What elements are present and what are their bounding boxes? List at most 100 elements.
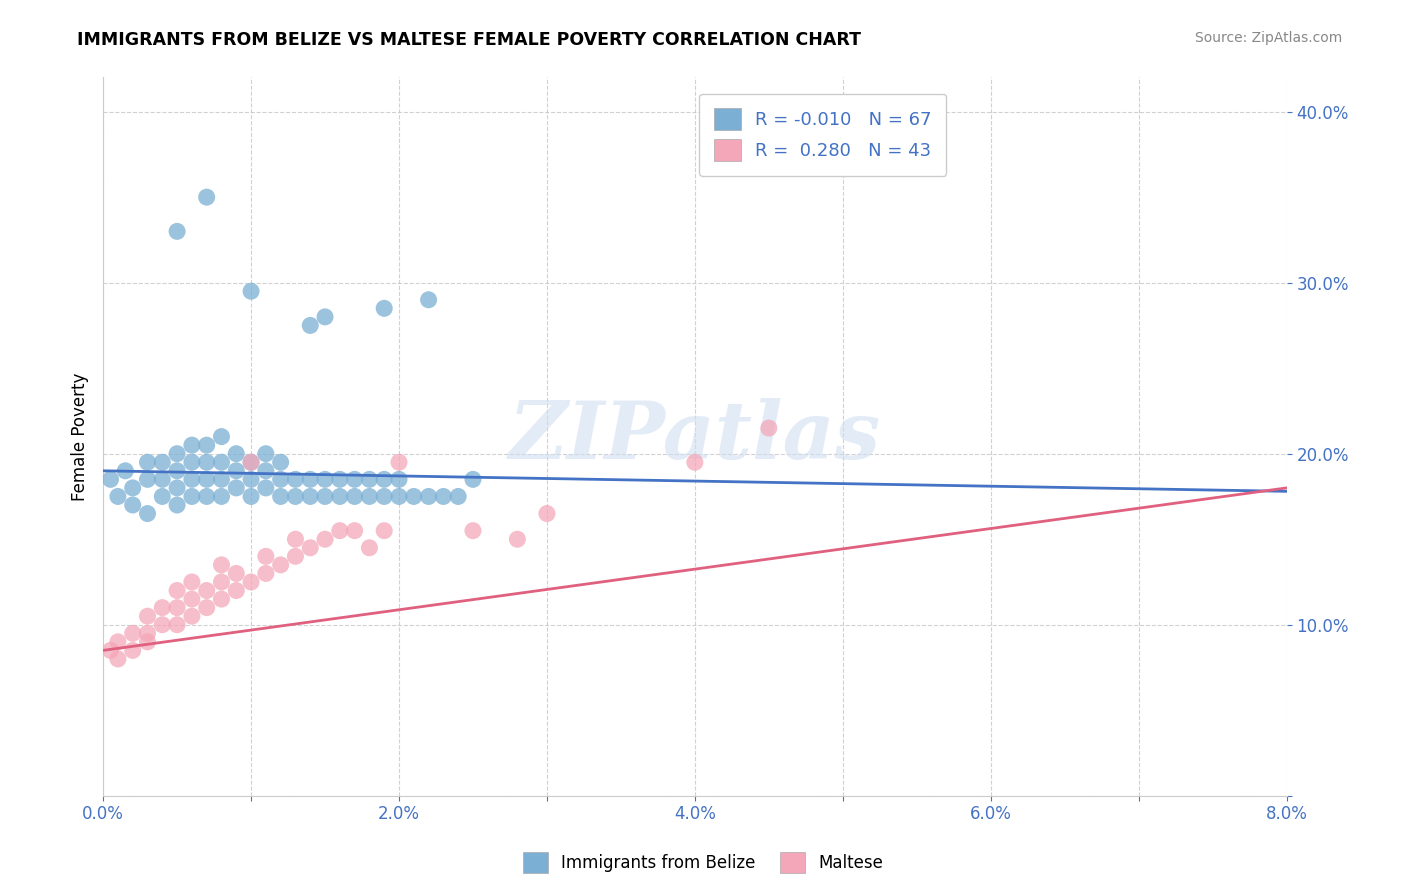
Point [343,472,366,486]
Point [180,438,202,452]
Point [166,447,188,461]
Point [195,472,218,486]
Point [166,464,188,478]
Point [343,524,366,538]
Point [195,455,218,469]
Point [314,533,336,547]
Point [225,481,247,495]
Point [180,574,202,589]
Point [284,533,307,547]
Point [166,498,188,512]
Point [461,472,484,486]
Point [107,635,129,649]
Point [180,490,202,504]
Y-axis label: Female Poverty: Female Poverty [72,373,89,500]
Point [150,600,173,615]
Point [195,438,218,452]
Point [758,421,780,435]
Point [211,558,233,572]
Text: IMMIGRANTS FROM BELIZE VS MALTESE FEMALE POVERTY CORRELATION CHART: IMMIGRANTS FROM BELIZE VS MALTESE FEMALE… [77,31,862,49]
Point [388,490,411,504]
Point [270,472,292,486]
Text: ZIPatlas: ZIPatlas [509,398,882,475]
Point [211,429,233,443]
Point [180,472,202,486]
Point [299,541,322,555]
Point [136,507,159,521]
Point [166,583,188,598]
Point [254,447,277,461]
Point [240,574,263,589]
Point [136,635,159,649]
Point [180,592,202,607]
Point [240,455,263,469]
Point [100,643,122,657]
Point [166,224,188,238]
Point [225,464,247,478]
Point [136,472,159,486]
Point [166,600,188,615]
Point [107,490,129,504]
Point [359,490,381,504]
Point [329,472,352,486]
Point [284,472,307,486]
Point [683,455,706,469]
Point [240,490,263,504]
Point [114,464,136,478]
Point [373,490,395,504]
Point [211,574,233,589]
Point [359,472,381,486]
Point [254,549,277,564]
Point [195,190,218,204]
Point [150,472,173,486]
Point [254,464,277,478]
Point [254,566,277,581]
Point [536,507,558,521]
Point [225,583,247,598]
Point [180,455,202,469]
Point [121,643,143,657]
Point [373,301,395,316]
Legend: R = -0.010   N = 67, R =  0.280   N = 43: R = -0.010 N = 67, R = 0.280 N = 43 [699,94,946,176]
Point [225,447,247,461]
Point [329,490,352,504]
Point [270,558,292,572]
Point [211,472,233,486]
Point [299,490,322,504]
Point [373,524,395,538]
Point [388,472,411,486]
Point [343,490,366,504]
Point [195,490,218,504]
Point [299,472,322,486]
Point [461,524,484,538]
Point [195,600,218,615]
Point [373,472,395,486]
Point [211,490,233,504]
Point [418,293,440,307]
Point [240,472,263,486]
Point [211,592,233,607]
Point [195,583,218,598]
Point [270,455,292,469]
Point [150,490,173,504]
Point [166,617,188,632]
Point [121,481,143,495]
Point [150,617,173,632]
Point [284,490,307,504]
Point [432,490,454,504]
Point [136,455,159,469]
Point [136,609,159,624]
Point [211,455,233,469]
Point [418,490,440,504]
Point [506,533,529,547]
Point [447,490,470,504]
Point [180,609,202,624]
Point [136,626,159,640]
Point [270,490,292,504]
Point [314,490,336,504]
Text: Source: ZipAtlas.com: Source: ZipAtlas.com [1195,31,1343,45]
Point [100,472,122,486]
Point [359,541,381,555]
Point [299,318,322,333]
Point [240,455,263,469]
